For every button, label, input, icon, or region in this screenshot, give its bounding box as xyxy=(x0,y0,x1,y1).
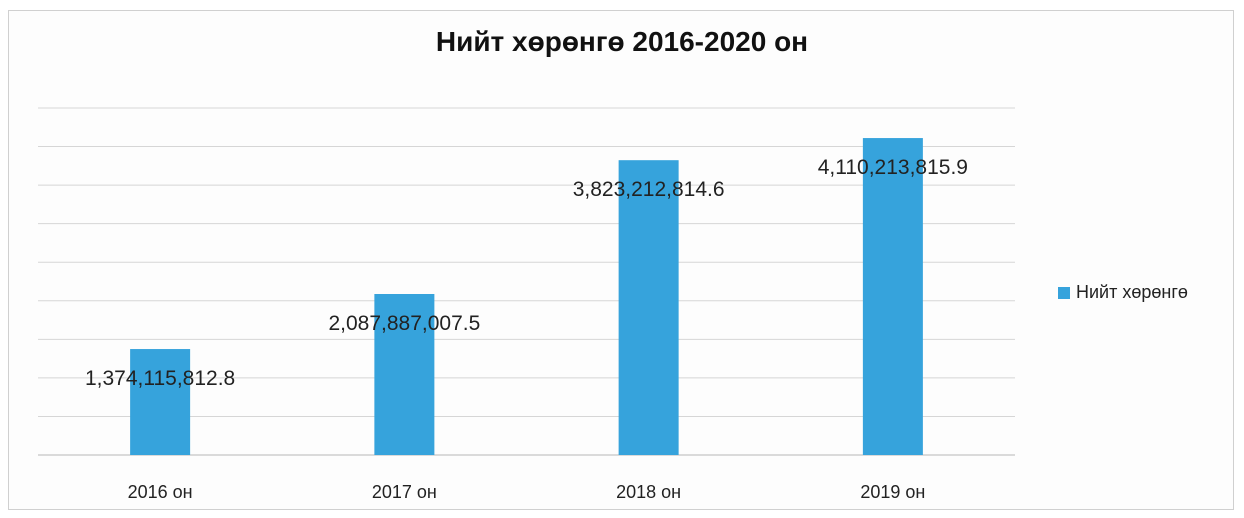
x-tick-label: 2018 он xyxy=(616,482,681,502)
bar xyxy=(862,138,923,456)
bar xyxy=(374,294,435,455)
x-tick-label: 2019 он xyxy=(860,482,925,502)
chart-title: Нийт хөрөнгө 2016-2020 он xyxy=(435,26,809,57)
data-label: 1,374,115,812.8 xyxy=(85,367,235,390)
x-tick-label: 2016 он xyxy=(128,482,193,502)
data-label: 3,823,212,814.6 xyxy=(573,178,725,201)
data-label: 4,110,213,815.9 xyxy=(818,156,968,179)
legend-swatch xyxy=(1058,286,1070,299)
bar xyxy=(618,160,679,455)
bar xyxy=(130,349,191,455)
x-tick-label: 2017 он xyxy=(372,482,437,502)
legend-label: Нийт хөрөнгө xyxy=(1076,282,1188,302)
legend: Нийт хөрөнгө xyxy=(1058,282,1188,303)
data-label: 2,087,887,007.5 xyxy=(328,312,480,335)
